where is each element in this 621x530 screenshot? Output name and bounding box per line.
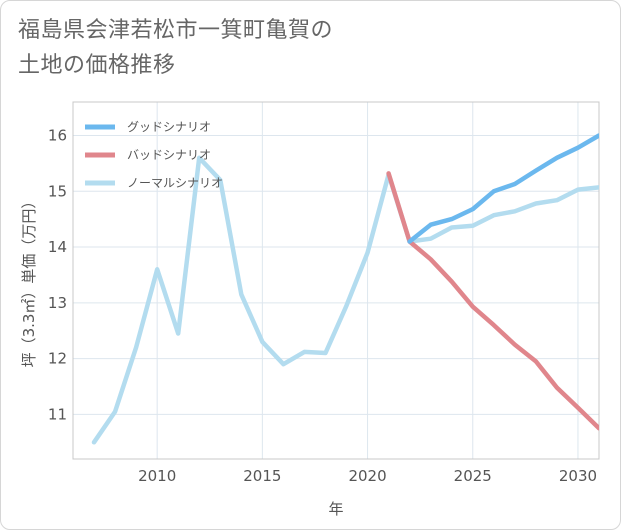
legend-label-0: グッドシナリオ (127, 120, 211, 134)
series-line-1 (386, 171, 599, 431)
x-tick-label: 2020 (348, 467, 386, 485)
series-line-0 (407, 133, 599, 244)
y-tick-label: 11 (48, 405, 67, 423)
x-tick-label: 2015 (243, 467, 281, 485)
chart-title-line-2: 土地の価格推移 (18, 53, 176, 78)
y-tick-label: 15 (48, 182, 67, 200)
x-tick-label: 2025 (454, 467, 492, 485)
y-tick-label: 12 (48, 350, 67, 368)
series-layer (91, 133, 599, 445)
y-axis-ticks: 11 12 13 14 15 16 (48, 126, 67, 423)
x-axis-ticks: 2010 2015 2020 2025 2030 (138, 467, 597, 485)
grid (73, 102, 599, 459)
series-line-2 (91, 155, 599, 445)
y-tick-label: 14 (48, 238, 67, 256)
legend-label-2: ノーマルシナリオ (127, 176, 223, 190)
y-tick-label: 16 (48, 126, 67, 144)
x-tick-label: 2010 (138, 467, 176, 485)
plot-frame (72, 101, 600, 460)
y-axis-label: 坪（3.3㎡）単価（万円） (20, 194, 38, 368)
chart-title-line-1: 福島県会津若松市一箕町亀賀の (18, 18, 334, 43)
chart-title: 福島県会津若松市一箕町亀賀の 土地の価格推移 (18, 13, 333, 83)
x-tick-label: 2030 (559, 467, 597, 485)
y-tick-label: 13 (48, 294, 67, 312)
legend-label-1: バッドシナリオ (127, 148, 211, 162)
x-axis-label: 年 (328, 500, 343, 518)
